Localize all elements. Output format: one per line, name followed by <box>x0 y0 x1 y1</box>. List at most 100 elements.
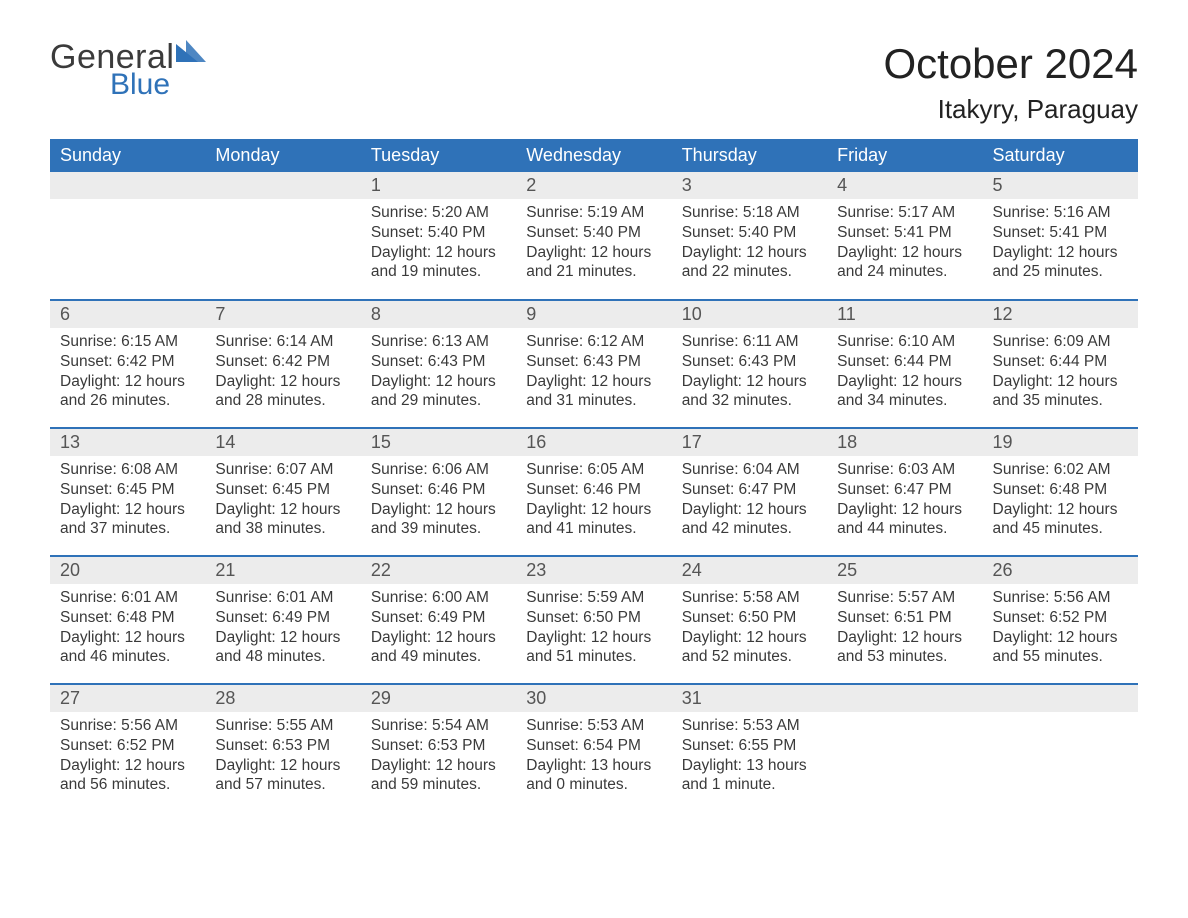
sunset-line: Sunset: 6:50 PM <box>526 608 661 628</box>
sunrise-line: Sunrise: 5:16 AM <box>993 203 1128 223</box>
day-number: 17 <box>672 429 827 456</box>
day-details: Sunrise: 5:56 AMSunset: 6:52 PMDaylight:… <box>50 712 205 805</box>
day-number <box>50 172 205 199</box>
sunset-line: Sunset: 6:47 PM <box>682 480 817 500</box>
day-details: Sunrise: 6:11 AMSunset: 6:43 PMDaylight:… <box>672 328 827 421</box>
calendar-day-cell <box>983 684 1138 812</box>
sunrise-line: Sunrise: 6:12 AM <box>526 332 661 352</box>
sunrise-line: Sunrise: 6:01 AM <box>215 588 350 608</box>
daylight-line: Daylight: 12 hours and 59 minutes. <box>371 756 506 796</box>
sunrise-line: Sunrise: 6:04 AM <box>682 460 817 480</box>
day-number: 16 <box>516 429 671 456</box>
calendar-day-cell: 8 Sunrise: 6:13 AMSunset: 6:43 PMDaylight… <box>361 300 516 428</box>
calendar-day-cell: 24Sunrise: 5:58 AMSunset: 6:50 PMDayligh… <box>672 556 827 684</box>
daylight-line: Daylight: 12 hours and 29 minutes. <box>371 372 506 412</box>
sunset-line: Sunset: 5:41 PM <box>837 223 972 243</box>
day-details: Sunrise: 5:20 AMSunset: 5:40 PMDaylight:… <box>361 199 516 292</box>
calendar-day-cell: 30Sunrise: 5:53 AMSunset: 6:54 PMDayligh… <box>516 684 671 812</box>
daylight-line: Daylight: 12 hours and 44 minutes. <box>837 500 972 540</box>
sunrise-line: Sunrise: 6:08 AM <box>60 460 195 480</box>
daylight-line: Daylight: 12 hours and 56 minutes. <box>60 756 195 796</box>
sunset-line: Sunset: 6:51 PM <box>837 608 972 628</box>
day-number: 10 <box>672 301 827 328</box>
day-details: Sunrise: 5:16 AMSunset: 5:41 PMDaylight:… <box>983 199 1138 292</box>
calendar-day-cell: 16Sunrise: 6:05 AMSunset: 6:46 PMDayligh… <box>516 428 671 556</box>
calendar-day-cell: 28Sunrise: 5:55 AMSunset: 6:53 PMDayligh… <box>205 684 360 812</box>
sunset-line: Sunset: 6:44 PM <box>837 352 972 372</box>
sunrise-line: Sunrise: 5:56 AM <box>993 588 1128 608</box>
sunset-line: Sunset: 6:49 PM <box>371 608 506 628</box>
daylight-line: Daylight: 12 hours and 53 minutes. <box>837 628 972 668</box>
day-details: Sunrise: 6:07 AMSunset: 6:45 PMDaylight:… <box>205 456 360 549</box>
sunset-line: Sunset: 6:43 PM <box>371 352 506 372</box>
day-details: Sunrise: 6:05 AMSunset: 6:46 PMDaylight:… <box>516 456 671 549</box>
sunrise-line: Sunrise: 6:11 AM <box>682 332 817 352</box>
daylight-line: Daylight: 12 hours and 38 minutes. <box>215 500 350 540</box>
daylight-line: Daylight: 12 hours and 31 minutes. <box>526 372 661 412</box>
day-number: 8 <box>361 301 516 328</box>
day-details: Sunrise: 6:08 AMSunset: 6:45 PMDaylight:… <box>50 456 205 549</box>
daylight-line: Daylight: 12 hours and 24 minutes. <box>837 243 972 283</box>
day-number: 6 <box>50 301 205 328</box>
day-number: 9 <box>516 301 671 328</box>
calendar-day-cell: 3Sunrise: 5:18 AMSunset: 5:40 PMDaylight… <box>672 172 827 300</box>
sunrise-line: Sunrise: 6:09 AM <box>993 332 1128 352</box>
calendar-day-cell: 4Sunrise: 5:17 AMSunset: 5:41 PMDaylight… <box>827 172 982 300</box>
sunrise-line: Sunrise: 6:00 AM <box>371 588 506 608</box>
calendar-day-cell: 27Sunrise: 5:56 AMSunset: 6:52 PMDayligh… <box>50 684 205 812</box>
sunrise-line: Sunrise: 6:13 AM <box>371 332 506 352</box>
daylight-line: Daylight: 12 hours and 25 minutes. <box>993 243 1128 283</box>
sunrise-line: Sunrise: 5:55 AM <box>215 716 350 736</box>
calendar-week-row: 20Sunrise: 6:01 AMSunset: 6:48 PMDayligh… <box>50 556 1138 684</box>
col-wednesday: Wednesday <box>516 139 671 172</box>
calendar-day-cell: 21Sunrise: 6:01 AMSunset: 6:49 PMDayligh… <box>205 556 360 684</box>
day-number: 14 <box>205 429 360 456</box>
day-number: 30 <box>516 685 671 712</box>
sunrise-line: Sunrise: 5:57 AM <box>837 588 972 608</box>
sunset-line: Sunset: 6:52 PM <box>60 736 195 756</box>
day-details: Sunrise: 6:14 AMSunset: 6:42 PMDaylight:… <box>205 328 360 421</box>
calendar-day-cell: 5Sunrise: 5:16 AMSunset: 5:41 PMDaylight… <box>983 172 1138 300</box>
daylight-line: Daylight: 12 hours and 46 minutes. <box>60 628 195 668</box>
day-number: 19 <box>983 429 1138 456</box>
calendar-day-cell <box>205 172 360 300</box>
sunset-line: Sunset: 6:52 PM <box>993 608 1128 628</box>
sunset-line: Sunset: 6:43 PM <box>526 352 661 372</box>
calendar-day-cell: 13Sunrise: 6:08 AMSunset: 6:45 PMDayligh… <box>50 428 205 556</box>
daylight-line: Daylight: 12 hours and 49 minutes. <box>371 628 506 668</box>
calendar-day-cell: 29Sunrise: 5:54 AMSunset: 6:53 PMDayligh… <box>361 684 516 812</box>
day-number: 15 <box>361 429 516 456</box>
sunset-line: Sunset: 6:53 PM <box>371 736 506 756</box>
sunrise-line: Sunrise: 6:14 AM <box>215 332 350 352</box>
calendar-day-cell: 14Sunrise: 6:07 AMSunset: 6:45 PMDayligh… <box>205 428 360 556</box>
daylight-line: Daylight: 12 hours and 19 minutes. <box>371 243 506 283</box>
calendar-day-cell: 10Sunrise: 6:11 AMSunset: 6:43 PMDayligh… <box>672 300 827 428</box>
calendar-week-row: 1Sunrise: 5:20 AMSunset: 5:40 PMDaylight… <box>50 172 1138 300</box>
calendar-day-cell <box>827 684 982 812</box>
calendar-day-cell: 1Sunrise: 5:20 AMSunset: 5:40 PMDaylight… <box>361 172 516 300</box>
sunset-line: Sunset: 6:49 PM <box>215 608 350 628</box>
daylight-line: Daylight: 12 hours and 41 minutes. <box>526 500 661 540</box>
day-number: 4 <box>827 172 982 199</box>
sunset-line: Sunset: 6:44 PM <box>993 352 1128 372</box>
daylight-line: Daylight: 12 hours and 34 minutes. <box>837 372 972 412</box>
calendar-day-cell: 31Sunrise: 5:53 AMSunset: 6:55 PMDayligh… <box>672 684 827 812</box>
day-number <box>827 685 982 712</box>
col-tuesday: Tuesday <box>361 139 516 172</box>
col-thursday: Thursday <box>672 139 827 172</box>
sunrise-line: Sunrise: 5:58 AM <box>682 588 817 608</box>
sunrise-line: Sunrise: 6:03 AM <box>837 460 972 480</box>
col-sunday: Sunday <box>50 139 205 172</box>
brand-blue: Blue <box>110 70 206 100</box>
daylight-line: Daylight: 12 hours and 52 minutes. <box>682 628 817 668</box>
sunrise-line: Sunrise: 5:56 AM <box>60 716 195 736</box>
day-number: 23 <box>516 557 671 584</box>
daylight-line: Daylight: 12 hours and 37 minutes. <box>60 500 195 540</box>
day-details: Sunrise: 6:04 AMSunset: 6:47 PMDaylight:… <box>672 456 827 549</box>
sunset-line: Sunset: 6:55 PM <box>682 736 817 756</box>
sunset-line: Sunset: 6:45 PM <box>60 480 195 500</box>
day-number: 18 <box>827 429 982 456</box>
header: General Blue October 2024 Itakyry, Parag… <box>50 40 1138 125</box>
daylight-line: Daylight: 12 hours and 35 minutes. <box>993 372 1128 412</box>
daylight-line: Daylight: 12 hours and 55 minutes. <box>993 628 1128 668</box>
